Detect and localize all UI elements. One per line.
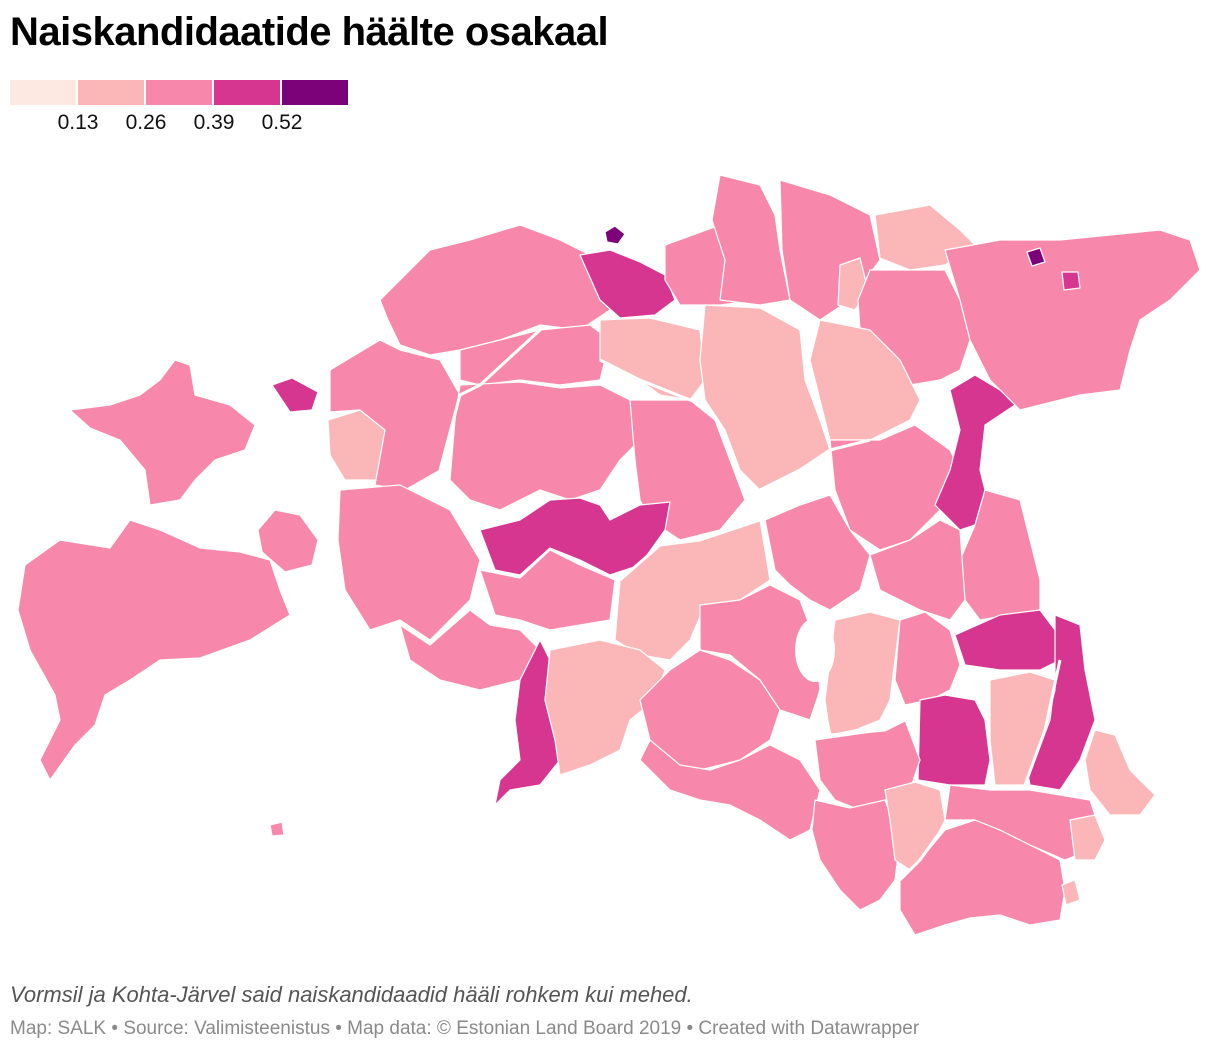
map-regions: [17, 174, 1201, 936]
legend-tick-4: 0.52: [261, 111, 303, 134]
region-rõuge[interactable]: [899, 819, 1066, 936]
region-kuusalu[interactable]: [711, 174, 791, 306]
region-tartu-west[interactable]: [699, 584, 821, 721]
region-tallinn-centre[interactable]: [604, 225, 626, 245]
region-tallinn[interactable]: [579, 249, 676, 319]
county-borders: [438, 328, 1062, 882]
region-rapla[interactable]: [449, 381, 641, 511]
map-title: Naiskandidaatide häälte osakaal: [10, 10, 609, 54]
region-saaremaa[interactable]: [17, 519, 291, 781]
estonia-choropleth-map: [17, 174, 1201, 936]
legend-swatch-1: [10, 80, 76, 105]
map-credits: Map: SALK • Source: Valimisteenistus • M…: [10, 1018, 920, 1039]
region-toila[interactable]: [944, 229, 1201, 411]
region-lihula[interactable]: [337, 484, 481, 641]
region-saarde[interactable]: [544, 639, 666, 776]
region-sillamae[interactable]: [1061, 271, 1081, 291]
legend-tick-3: 0.39: [193, 111, 235, 134]
region-jõgeva[interactable]: [764, 494, 871, 611]
legend-swatch-4: [214, 80, 280, 105]
region-kohtla-jarve[interactable]: [1026, 247, 1046, 267]
region-rakvere[interactable]: [809, 319, 921, 441]
legend-swatch-3: [146, 80, 212, 105]
region-hiiumaa[interactable]: [69, 359, 256, 506]
region-valga[interactable]: [811, 799, 901, 911]
color-legend: 0.13 0.26 0.39 0.52: [10, 80, 350, 135]
lake-vortsjarv: [795, 618, 835, 682]
region-misso-south[interactable]: [1061, 879, 1081, 906]
region-muhu[interactable]: [257, 509, 319, 573]
legend-ticks: 0.13 0.26 0.39 0.52: [10, 105, 350, 135]
region-vormsi[interactable]: [271, 377, 319, 413]
region-kose[interactable]: [599, 317, 706, 401]
region-mustvee[interactable]: [869, 519, 966, 621]
map-notes: Vormsil ja Kohta-Järvel said naiskandida…: [10, 982, 693, 1007]
region-misso[interactable]: [1069, 814, 1106, 861]
legend-tick-1: 0.13: [57, 111, 99, 134]
region-kastre[interactable]: [894, 611, 961, 706]
region-kanepi[interactable]: [917, 694, 991, 786]
region-setomaa[interactable]: [1084, 729, 1156, 816]
legend-tick-2: 0.26: [125, 111, 167, 134]
legend-swatches: [10, 80, 350, 105]
region-peipsiääre[interactable]: [954, 609, 1061, 671]
region-pärnu-north[interactable]: [479, 549, 616, 631]
legend-swatch-5: [282, 80, 348, 105]
region-elva[interactable]: [824, 611, 901, 736]
region-tõrva[interactable]: [639, 739, 821, 841]
region-kihnu[interactable]: [269, 821, 285, 837]
region-türi[interactable]: [479, 497, 671, 576]
legend-swatch-2: [78, 80, 144, 105]
